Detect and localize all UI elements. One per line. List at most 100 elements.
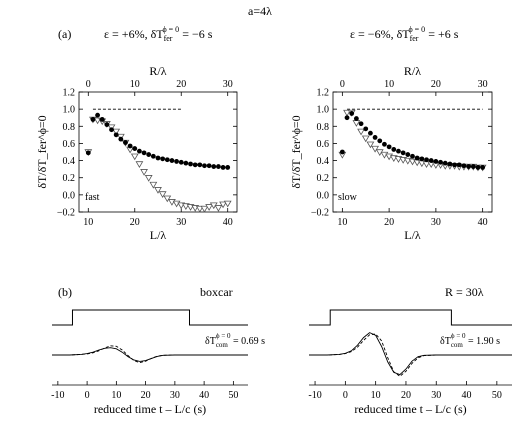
triangle-point [205,204,214,211]
triangle-point [135,161,144,168]
y-tick-label: 0.2 [317,173,330,184]
triangle-point [154,187,162,194]
circle-point [456,162,462,168]
circle-point [141,150,147,156]
circle-point [90,117,96,122]
circle-point [150,153,156,159]
y-tick-label: 0.8 [317,122,330,133]
regime-label: fast [85,192,100,203]
circle-point [419,156,425,162]
triangle-point [163,195,172,203]
x-tick-label: 20 [130,217,140,228]
circle-point [132,146,138,151]
y-tick-label: 0.6 [63,139,76,150]
plot-frame [78,91,238,213]
x-tick-label: 0 [343,390,348,401]
y-tick-label: 1.0 [63,105,76,116]
triangle-point [149,181,158,189]
circle-point [410,153,415,159]
circle-point [475,165,481,170]
circle-point [405,152,411,157]
top-x-tick-label: 10 [384,79,394,90]
r-value-label: R = 30λ [445,285,484,299]
circle-point [368,130,373,136]
triangle-point [195,205,204,213]
y-axis-label: δT/δT_fer^ϕ=0 [35,115,49,188]
circle-point [160,156,166,162]
circle-point [344,115,350,121]
x-tick-label: 40 [462,390,472,401]
top-x-tick-label: 0 [340,79,345,90]
x-tick-label: 30 [176,217,186,228]
y-tick-label: 0.0 [63,190,76,201]
circle-point [192,162,198,168]
top-x-tick-label: 0 [86,79,91,90]
circle-point [211,164,217,169]
top-x-tick-label: 10 [130,79,140,90]
panel-a-right-chart: −0.2 0.0 0.2 0.4 0.6 0.8 1.0 1.2 10 20 30 40 0 10 20 30… [289,64,493,242]
circle-point [155,155,161,161]
x-tick-label: -10 [308,390,321,401]
triangle-point [158,191,167,198]
x-tick-label: 40 [199,390,209,401]
x-tick-label: 10 [111,390,121,401]
circle-point [382,141,387,147]
triangle-point [357,128,365,136]
triangle-point [366,141,375,149]
x-axis-label: reduced time t – L/c (s) [354,402,466,416]
triangle-point [140,169,148,176]
top-x-axis-label: R/λ [404,64,421,78]
circle-point [428,158,434,163]
x-tick-label: -10 [51,390,64,401]
circle-point [452,162,457,168]
circle-point [85,150,91,156]
circle-point [104,122,110,127]
circle-point [137,148,142,154]
circle-point [391,147,397,152]
circle-point [164,157,170,163]
circle-point [461,163,467,169]
top-x-tick-label: 30 [478,79,488,90]
circle-point [197,162,203,168]
circle-point [178,159,184,165]
x-tick-label: 30 [431,217,441,228]
triangle-point [371,145,379,153]
circle-point [339,149,345,155]
boxcar-label: boxcar [200,285,233,299]
x-tick-label: 50 [228,390,238,401]
circle-point [400,150,406,156]
x-tick-label: 30 [170,390,180,401]
circle-point [386,144,392,150]
panel-a-label: (a) [58,27,71,41]
circle-point [442,160,448,166]
panel-b-label: (b) [58,285,72,299]
panel-b-right-chart: -10 0 10 20 30 40 50 reduced time t – L/c (s) [308,309,512,416]
x-axis-label: reduced time t – L/c (s) [94,402,206,416]
y-tick-label: 0.4 [63,156,76,167]
circle-point [414,155,420,161]
boxcar-line [309,309,512,326]
circle-point [438,159,443,165]
triangle-point [219,201,227,209]
x-tick-label: 10 [371,390,381,401]
circle-point [95,112,100,118]
y-tick-label: −0.2 [57,208,75,219]
regime-label: slow [338,192,358,203]
x-tick-label: 40 [478,217,488,228]
y-axis-label: δT/δT_fer^ϕ=0 [289,115,303,188]
x-tick-label: 40 [223,217,233,228]
circle-point [480,165,486,170]
x-axis-label: L/λ [404,228,421,242]
boxcar-line [52,309,248,326]
circle-point [174,159,179,164]
dashed-waveform [52,345,248,364]
circle-point [447,161,453,167]
plot-frame [332,91,493,213]
triangle-point [112,128,121,136]
top-x-tick-label: 20 [176,79,186,90]
x-tick-label: 30 [431,390,441,401]
right-annotation: δTcomϕ = 0 = 1.90 s [440,332,500,349]
circle-point [118,136,124,142]
y-tick-label: 0.6 [317,139,330,150]
circle-point [169,158,175,163]
